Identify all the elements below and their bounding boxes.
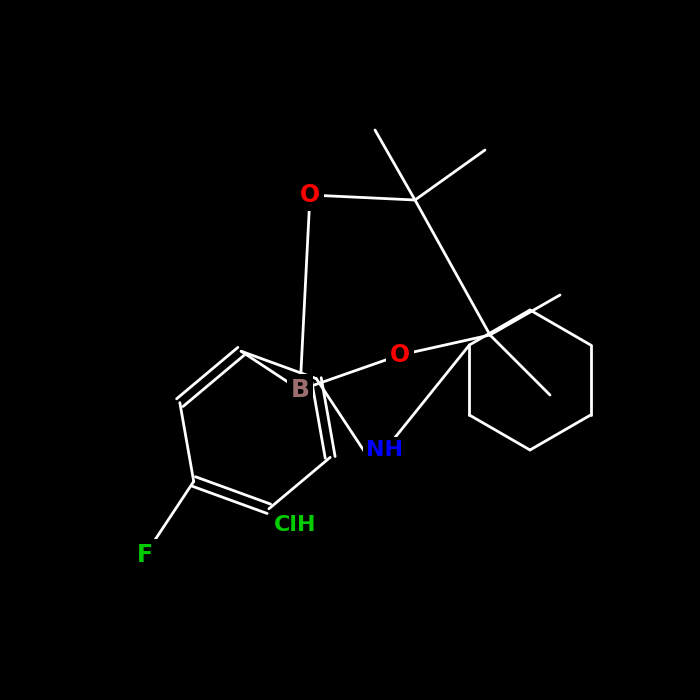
Text: ClH: ClH <box>274 515 316 535</box>
Text: O: O <box>300 183 320 207</box>
Text: NH: NH <box>367 440 403 460</box>
Text: F: F <box>137 543 153 567</box>
Text: B: B <box>290 378 309 402</box>
Text: O: O <box>390 343 410 367</box>
